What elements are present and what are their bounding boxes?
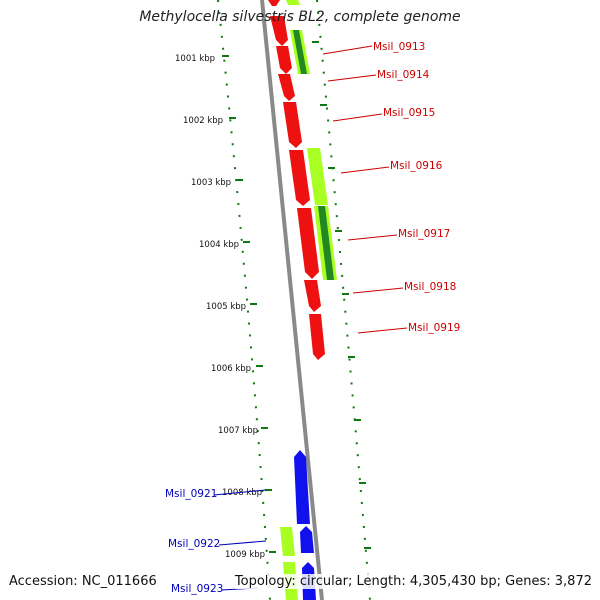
outer-tick-marks [312, 41, 371, 549]
tick-label: 1006 kbp [211, 364, 251, 374]
cds-arrow [294, 450, 310, 524]
tick-label: 1008 kbp [222, 488, 262, 498]
backbone-line [260, 0, 324, 600]
gene-label[interactable]: Msil_0917 [398, 228, 450, 240]
gene-label[interactable]: Msil_0918 [404, 281, 456, 293]
tick-label: 1005 kbp [206, 302, 246, 312]
cds-arrow [268, 0, 280, 6]
label-leaders [213, 45, 408, 591]
cds-arrow [300, 526, 314, 553]
lime-feature [307, 148, 328, 205]
tick-marks [222, 55, 276, 553]
cds-arrow [289, 150, 310, 206]
tick-label: 1002 kbp [183, 116, 223, 126]
feature-blocks [280, 0, 337, 600]
tick-label: 1004 kbp [199, 240, 239, 250]
tick-labels: 1001 kbp 1002 kbp 1003 kbp 1004 kbp 1005… [175, 54, 265, 560]
cds-arrow [270, 16, 288, 46]
cds-arrow [276, 46, 292, 74]
inner-dotted-ring [217, 0, 271, 600]
cds-arrow [278, 74, 295, 101]
map-title: Methylocella silvestris BL2, complete ge… [139, 9, 461, 25]
tick-label: 1001 kbp [175, 54, 215, 64]
cds-arrow [283, 102, 302, 148]
gene-labels: Msil_0913 Msil_0914 Msil_0915 Msil_0916 … [165, 41, 460, 595]
outer-dotted-ring [316, 0, 371, 600]
gene-label[interactable]: Msil_0915 [383, 107, 435, 119]
cds-arrow [309, 314, 325, 360]
accession-text: Accession: NC_011666 [9, 574, 157, 589]
gene-label[interactable]: Msil_0922 [168, 538, 220, 550]
topology-summary: Topology: circular; Length: 4,305,430 bp… [234, 574, 592, 589]
cds-arrow [304, 280, 321, 312]
gene-label[interactable]: Msil_0921 [165, 488, 217, 500]
tick-label: 1009 kbp [225, 550, 265, 560]
dark-feature [293, 30, 307, 74]
lime-feature [280, 527, 295, 556]
forward-cds-track [268, 0, 325, 360]
gene-label[interactable]: Msil_0919 [408, 322, 460, 334]
tick-label: 1007 kbp [218, 426, 258, 436]
cds-arrow [297, 208, 319, 279]
gene-label[interactable]: Msil_0923 [171, 583, 223, 595]
lime-feature [286, 0, 300, 5]
tick-label: 1003 kbp [191, 178, 231, 188]
gene-label[interactable]: Msil_0916 [390, 160, 443, 172]
gene-label[interactable]: Msil_0914 [377, 69, 430, 81]
gene-label[interactable]: Msil_0913 [373, 41, 425, 53]
dark-feature [318, 206, 334, 280]
